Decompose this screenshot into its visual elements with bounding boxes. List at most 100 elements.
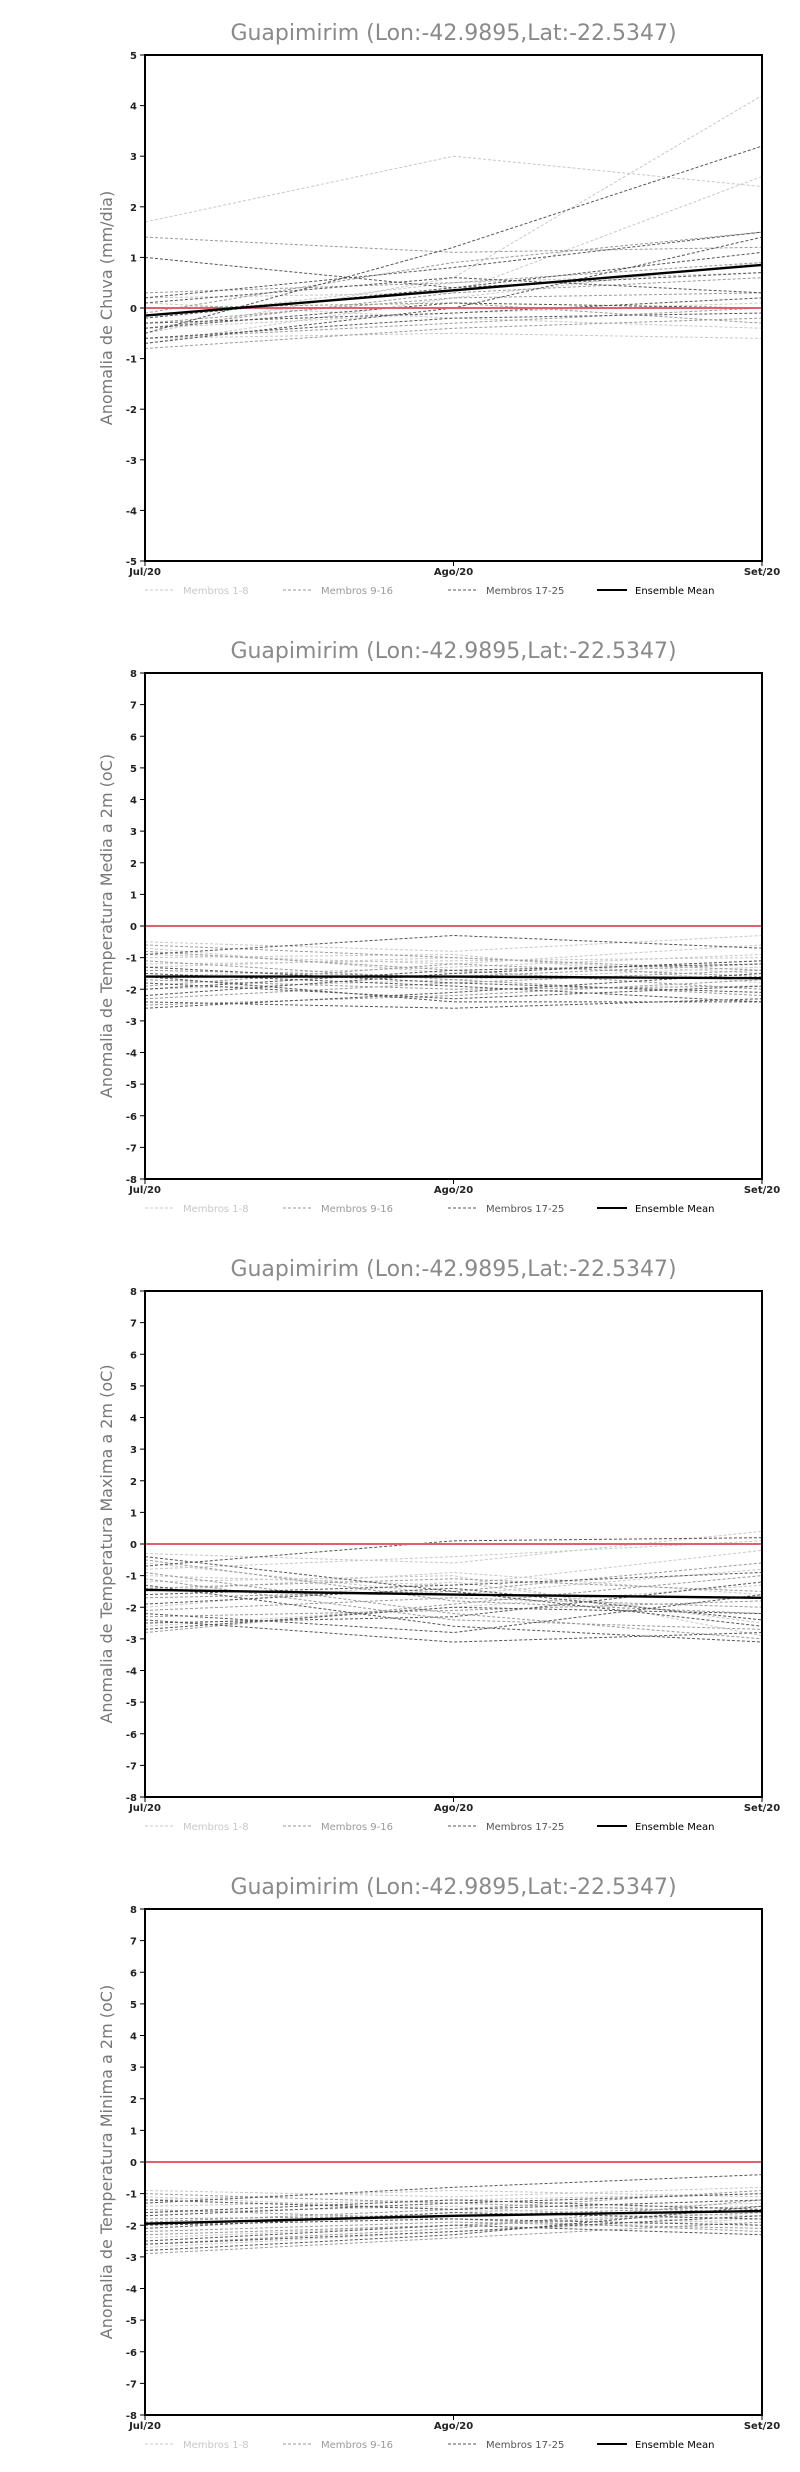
member-series-line: [144, 969, 763, 1000]
y-tick-label: -7: [126, 1761, 137, 1772]
member-series-line: [144, 302, 763, 329]
chart-svg: Guapimirim (Lon:-42.9895,Lat:-22.5347) An…: [97, 1257, 780, 1833]
member-series-line: [144, 963, 763, 987]
member-series-line: [144, 272, 763, 319]
legend-label: Membros 1-8: [183, 1204, 249, 1215]
member-series-line: [144, 1578, 763, 1630]
y-tick-label: 3: [130, 152, 137, 163]
legend-label: Membros 9-16: [321, 1822, 393, 1833]
y-tick-label: -3: [126, 456, 137, 467]
member-series-line: [144, 1587, 763, 1621]
member-series-line: [144, 2189, 763, 2223]
y-tick-label: -7: [126, 1143, 137, 1154]
member-series-line: [144, 947, 763, 974]
chart-panel-temp-min: Guapimirim (Lon:-42.9895,Lat:-22.5347) An…: [0, 1854, 800, 2472]
y-tick-label: -2: [126, 1603, 137, 1614]
member-series-line: [144, 1562, 763, 1599]
member-series-line: [144, 953, 763, 978]
y-tick-label: -3: [126, 1635, 137, 1646]
chart-title: Guapimirim (Lon:-42.9895,Lat:-22.5347): [230, 21, 676, 46]
legend-label: Membros 17-25: [486, 1204, 564, 1215]
legend-label: Membros 1-8: [183, 586, 249, 597]
member-series-line: [144, 1606, 763, 1630]
x-tick-label: Set/20: [744, 567, 780, 578]
y-tick-label: 8: [130, 1287, 137, 1298]
y-tick-label: 3: [130, 827, 137, 838]
y-tick-label: 0: [130, 1540, 137, 1551]
y-tick-label: 4: [130, 102, 137, 113]
member-series-line: [144, 2212, 763, 2236]
chart-panel-temp-mean: Guapimirim (Lon:-42.9895,Lat:-22.5347) An…: [0, 618, 800, 1236]
member-series-line: [144, 2199, 763, 2214]
member-series-line: [144, 256, 763, 289]
y-tick-label: -4: [126, 1667, 137, 1678]
legend-label: Membros 1-8: [183, 2440, 249, 2451]
member-series-line: [144, 1594, 763, 1634]
member-series-line: [144, 2224, 763, 2242]
x-tick-label: Set/20: [744, 2421, 780, 2432]
member-series-line: [144, 966, 763, 993]
member-series-line: [144, 2174, 763, 2204]
member-series-line: [144, 2208, 763, 2233]
member-series-line: [144, 2221, 763, 2255]
member-series-line: [144, 1571, 763, 1596]
y-tick-label: 1: [130, 253, 137, 264]
legend-label: Membros 1-8: [183, 1822, 249, 1833]
member-series-line: [144, 317, 763, 349]
member-series-line: [144, 145, 763, 334]
member-series-line: [144, 2193, 763, 2217]
x-tick-label: Ago/20: [434, 2421, 473, 2432]
y-tick-label: -8: [126, 1793, 137, 1804]
member-series-line: [144, 261, 763, 294]
x-tick-label: Set/20: [744, 1803, 780, 1814]
y-tick-label: -7: [126, 2379, 137, 2390]
y-tick-label: -2: [126, 405, 137, 416]
member-series-line: [144, 277, 763, 329]
y-tick-label: 4: [130, 1414, 137, 1425]
y-tick-label: -2: [126, 2221, 137, 2232]
member-series-line: [144, 312, 763, 339]
x-tick-label: Set/20: [744, 1185, 780, 1196]
x-tick-label: Ago/20: [434, 1185, 473, 1196]
member-series-line: [144, 302, 763, 329]
member-series-line: [144, 1597, 763, 1611]
legend-label: Membros 9-16: [321, 1204, 393, 1215]
member-series-line: [144, 332, 763, 339]
y-tick-label: 6: [130, 732, 137, 743]
member-series-line: [144, 2215, 763, 2245]
member-series-line: [144, 1578, 763, 1592]
y-tick-label: -4: [126, 506, 137, 517]
member-series-line: [144, 2221, 763, 2233]
member-series-line: [144, 2196, 763, 2217]
x-tick-label: Jul/20: [128, 2421, 161, 2432]
member-series-line: [144, 251, 763, 319]
y-tick-label: -5: [126, 1698, 137, 1709]
member-series-line: [144, 95, 763, 334]
member-series-line: [144, 1619, 763, 1643]
member-series-line: [144, 957, 763, 974]
y-tick-label: 5: [130, 51, 137, 62]
y-tick-label: -6: [126, 2348, 137, 2359]
member-series-line: [144, 2208, 763, 2239]
member-series-line: [144, 2218, 763, 2226]
y-tick-label: 6: [130, 1968, 137, 1979]
chart-panel-rain: Guapimirim (Lon:-42.9895,Lat:-22.5347) An…: [0, 0, 800, 618]
x-tick-label: Ago/20: [434, 567, 473, 578]
legend-label: Ensemble Mean: [635, 586, 714, 597]
y-tick-label: -3: [126, 2253, 137, 2264]
member-series-line: [144, 307, 763, 339]
y-tick-label: -4: [126, 1049, 137, 1060]
y-tick-label: 1: [130, 890, 137, 901]
y-tick-label: 6: [130, 1350, 137, 1361]
y-tick-label: 3: [130, 2063, 137, 2074]
y-tick-label: 2: [130, 859, 137, 870]
member-series-line: [144, 972, 763, 1009]
y-tick-label: -4: [126, 2285, 137, 2296]
y-tick-label: 4: [130, 2032, 137, 2043]
x-tick-label: Ago/20: [434, 1803, 473, 1814]
y-tick-label: -5: [126, 1080, 137, 1091]
member-series-line: [144, 1549, 763, 1586]
member-series-line: [144, 934, 763, 952]
legend-label: Ensemble Mean: [635, 1204, 714, 1215]
member-series-line: [144, 1540, 763, 1570]
